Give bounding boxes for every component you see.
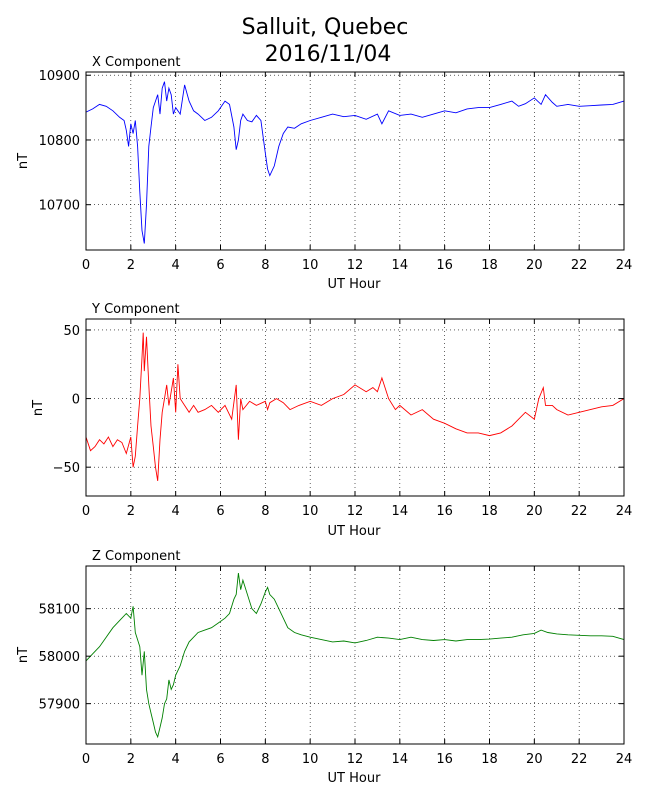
y-tick-label: 10900 [39, 69, 80, 84]
y-tick-label: 50 [63, 324, 80, 339]
x-tick-label: 24 [616, 752, 633, 767]
grid-lines [85, 319, 625, 496]
x-tick-label: 2 [127, 504, 135, 519]
x-tick-label: 8 [261, 504, 269, 519]
x-tick-label: 20 [526, 258, 543, 273]
x-tick-label: 4 [172, 258, 180, 273]
y-axis-label: nT [31, 400, 46, 416]
y-tick-label: 0 [72, 393, 80, 408]
x-tick-label: 0 [82, 504, 90, 519]
panel-title: X Component [92, 55, 181, 70]
x-tick-label: 4 [172, 752, 180, 767]
x-tick-label: 8 [261, 752, 269, 767]
x-tick-label: 22 [571, 504, 588, 519]
x-tick-label: 20 [526, 504, 543, 519]
y-axis-label: nT [16, 647, 31, 663]
z-component-panel: Z Component 0 2 4 6 8 10 12 14 16 18 20 22 245790058… [16, 549, 632, 786]
x-tick-label: 22 [571, 752, 588, 767]
y-tick-label: 58100 [39, 603, 80, 618]
x-tick-label: 10 [302, 504, 319, 519]
y-component-panel: Y Component 0 2 4 6 8 10 12 14 16 18 20 22 24−50050 … [31, 302, 632, 539]
x-tick-label: 6 [216, 504, 224, 519]
x-tick-label: 16 [436, 504, 453, 519]
panel-title: Y Component [91, 302, 180, 317]
x-tick-label: 12 [347, 752, 364, 767]
y-tick-label: −50 [53, 461, 80, 476]
x-tick-label: 22 [571, 258, 588, 273]
y-tick-label: 58000 [39, 650, 80, 665]
x-tick-label: 14 [392, 752, 409, 767]
x-tick-label: 0 [82, 752, 90, 767]
x-component-panel: X Component 0 2 4 6 8 10 12 14 16 18 20 22 241070010… [16, 55, 632, 292]
x-axis-label: UT Hour [328, 524, 382, 539]
x-tick-label: 10 [302, 258, 319, 273]
x-tick-label: 14 [392, 504, 409, 519]
y-tick-label: 57900 [39, 698, 80, 713]
x-tick-label: 2 [127, 258, 135, 273]
x-tick-label: 16 [436, 258, 453, 273]
y-component-series [85, 332, 625, 481]
x-tick-label: 14 [392, 258, 409, 273]
x-tick-label: 2 [127, 752, 135, 767]
figure-title-line2: 2016/11/04 [265, 42, 392, 67]
x-tick-label: 16 [436, 752, 453, 767]
grid-lines [85, 566, 625, 744]
x-tick-label: 8 [261, 258, 269, 273]
panel-title: Z Component [92, 549, 181, 564]
x-axis-label: UT Hour [328, 771, 382, 786]
y-tick-label: 10700 [39, 199, 80, 214]
x-tick-label: 12 [347, 258, 364, 273]
y-axis-label: nT [16, 153, 31, 169]
x-tick-label: 18 [481, 504, 498, 519]
x-tick-label: 10 [302, 752, 319, 767]
x-tick-label: 20 [526, 752, 543, 767]
x-component-series [85, 81, 625, 244]
x-tick-label: 24 [616, 258, 633, 273]
figure-title-line1: Salluit, Quebec [242, 15, 409, 40]
x-axis-label: UT Hour [328, 277, 382, 292]
x-tick-label: 18 [481, 258, 498, 273]
x-tick-label: 24 [616, 504, 633, 519]
x-tick-label: 6 [216, 258, 224, 273]
x-tick-label: 12 [347, 504, 364, 519]
y-tick-label: 10800 [39, 134, 80, 149]
x-tick-label: 0 [82, 258, 90, 273]
x-tick-label: 18 [481, 752, 498, 767]
z-component-series [85, 573, 625, 739]
x-tick-label: 4 [172, 504, 180, 519]
x-tick-label: 6 [216, 752, 224, 767]
